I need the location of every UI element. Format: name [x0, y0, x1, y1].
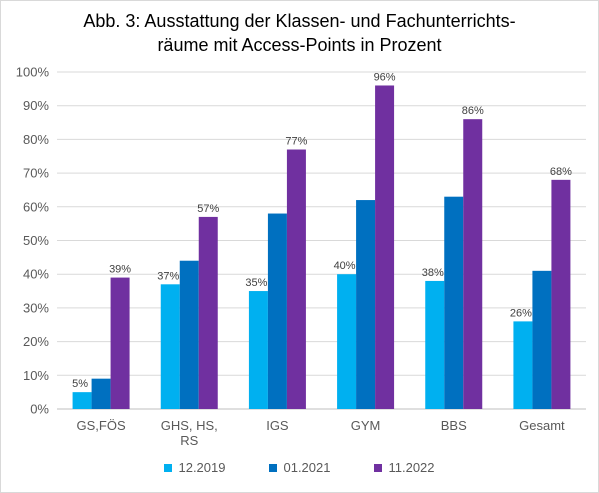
chart-title: Abb. 3: Ausstattung der Klassen- und Fac… [1, 9, 598, 57]
y-tick-label: 0% [30, 402, 49, 417]
bar [444, 196, 464, 409]
x-tick-label: GHS, HS, [161, 418, 218, 433]
legend-label: 12.2019 [178, 460, 226, 475]
y-tick-label: 40% [23, 267, 49, 282]
data-label: 68% [550, 166, 572, 178]
bar [532, 270, 552, 409]
x-tick-label: RS [180, 433, 198, 448]
legend-item: 01.2021 [269, 460, 330, 475]
y-tick-label: 80% [23, 132, 49, 147]
legend: 12.2019 01.2021 11.2022 [1, 460, 598, 475]
data-label: 86% [462, 105, 484, 117]
bar [198, 216, 218, 409]
bar [267, 213, 287, 409]
data-label: 26% [510, 307, 532, 319]
y-tick-label: 10% [23, 368, 49, 383]
data-label: 5% [72, 378, 88, 390]
legend-swatch [374, 463, 383, 472]
y-tick-label: 50% [23, 233, 49, 248]
data-label: 39% [109, 264, 131, 276]
data-label: 40% [334, 260, 356, 272]
legend-label: 01.2021 [283, 460, 331, 475]
data-label: 38% [422, 267, 444, 279]
data-label: 37% [157, 270, 179, 282]
bar [551, 179, 571, 409]
bar [91, 378, 111, 409]
data-label: 77% [285, 136, 307, 148]
bar [463, 119, 483, 410]
y-tick-label: 20% [23, 334, 49, 349]
bar [248, 291, 268, 409]
chart-title-line-1: Abb. 3: Ausstattung der Klassen- und Fac… [83, 11, 516, 31]
chart-title-line-2: räume mit Access-Points in Prozent [157, 35, 442, 55]
data-label: 96% [374, 71, 396, 83]
legend-item: 11.2022 [374, 460, 435, 475]
bar [375, 85, 395, 409]
x-tick-label: GYM [351, 418, 381, 433]
legend-swatch [164, 463, 173, 472]
y-tick-label: 70% [23, 166, 49, 181]
y-tick-label: 90% [23, 98, 49, 113]
x-tick-label: BBS [441, 418, 467, 433]
data-label: 35% [245, 277, 267, 289]
y-tick-label: 100% [16, 65, 50, 80]
bar [356, 200, 376, 409]
legend-swatch [269, 463, 278, 472]
bar [110, 277, 130, 409]
data-label: 57% [197, 203, 219, 215]
bar [513, 321, 533, 409]
x-tick-label: IGS [266, 418, 289, 433]
bar [425, 280, 445, 409]
y-tick-label: 30% [23, 300, 49, 315]
bar [72, 392, 92, 409]
x-tick-label: Gesamt [519, 418, 565, 433]
legend-label: 11.2022 [388, 460, 435, 475]
bar [286, 149, 306, 409]
legend-item: 12.2019 [164, 460, 225, 475]
x-tick-label: GS,FÖS [77, 418, 126, 433]
y-tick-label: 60% [23, 199, 49, 214]
bar [337, 274, 357, 409]
bar [160, 284, 180, 409]
bar [179, 260, 199, 409]
